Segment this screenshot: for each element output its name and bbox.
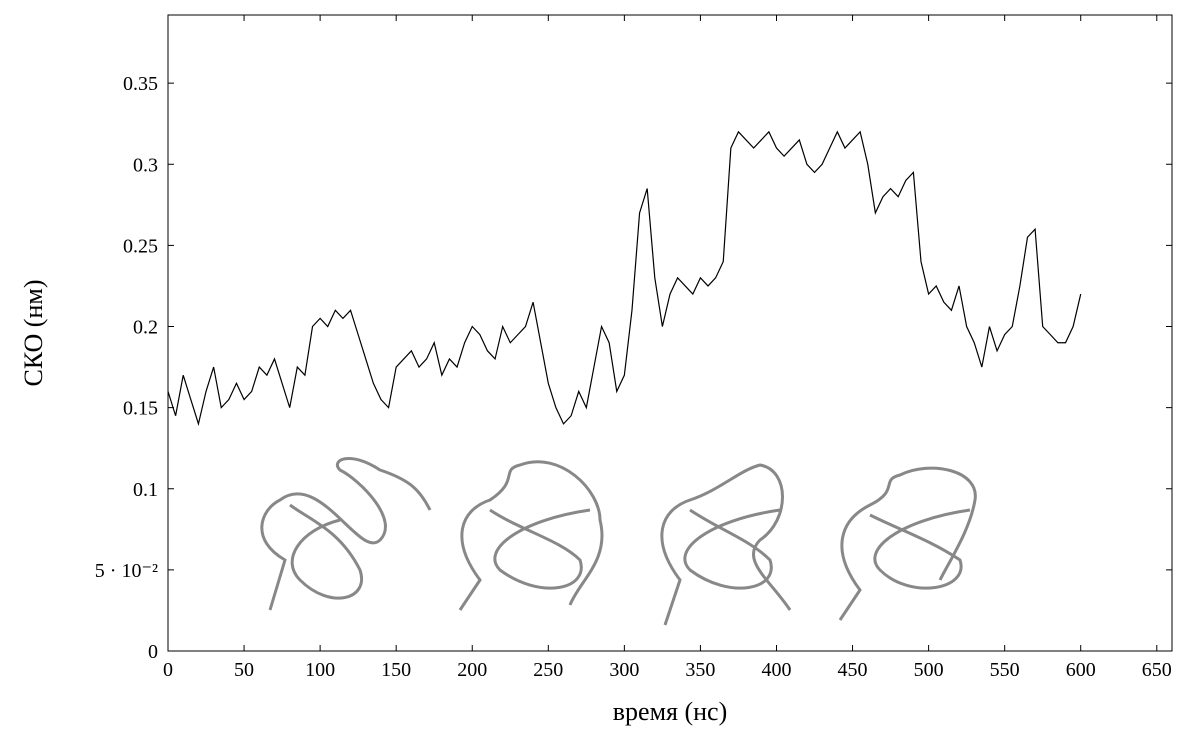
plot-frame bbox=[167, 14, 1173, 652]
x-tick-label: 650 bbox=[1142, 659, 1172, 681]
y-tick-label: 0.25 bbox=[123, 235, 158, 257]
y-tick-label: 5 · 10⁻² bbox=[95, 560, 158, 582]
x-tick-label: 450 bbox=[838, 659, 868, 681]
y-tick-label: 0.35 bbox=[123, 73, 158, 95]
x-tick-label: 50 bbox=[234, 659, 254, 681]
x-tick-label: 250 bbox=[533, 659, 563, 681]
x-tick-label: 350 bbox=[685, 659, 715, 681]
x-tick-label: 600 bbox=[1066, 659, 1096, 681]
y-axis-label: СКО (нм) bbox=[19, 280, 48, 387]
x-tick-label: 150 bbox=[381, 659, 411, 681]
x-tick-label: 0 bbox=[163, 659, 173, 681]
data-line bbox=[167, 130, 1082, 427]
x-axis-label: время (нс) bbox=[613, 697, 728, 726]
x-tick-label: 400 bbox=[761, 659, 791, 681]
y-tick-label: 0 bbox=[148, 641, 158, 663]
rna-structures bbox=[260, 456, 977, 626]
y-tick-label: 0.3 bbox=[133, 154, 158, 176]
rna-2 bbox=[458, 460, 604, 611]
rna-3 bbox=[660, 463, 792, 626]
x-tick-label: 100 bbox=[305, 659, 335, 681]
x-tick-label: 300 bbox=[609, 659, 639, 681]
rna-1 bbox=[260, 456, 432, 611]
rna-4 bbox=[838, 466, 977, 621]
y-tick-label: 0.1 bbox=[133, 479, 158, 501]
x-tick-label: 550 bbox=[990, 659, 1020, 681]
x-tick-label: 200 bbox=[457, 659, 487, 681]
x-tick-label: 500 bbox=[914, 659, 944, 681]
y-tick-label: 0.15 bbox=[123, 398, 158, 420]
y-tick-label: 0.2 bbox=[133, 317, 158, 339]
